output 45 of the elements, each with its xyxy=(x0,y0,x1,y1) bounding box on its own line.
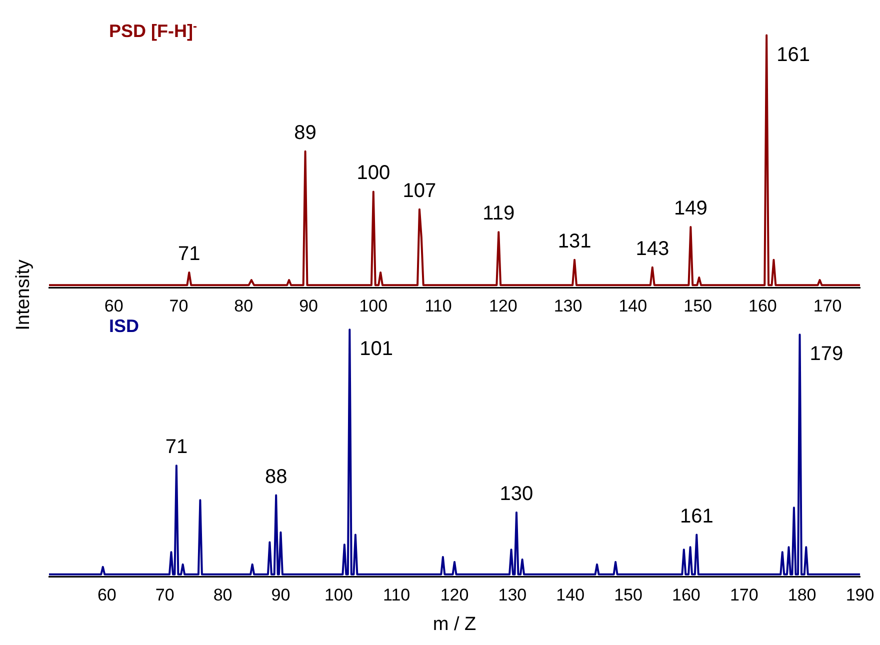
x-tick-label: 150 xyxy=(684,296,712,316)
text: PSD [F-H]- xyxy=(109,18,197,41)
x-tick-label: 70 xyxy=(155,586,174,605)
x-tick-label: 170 xyxy=(813,296,842,316)
x-tick-label: 90 xyxy=(299,296,318,316)
annotation: 71 xyxy=(165,436,188,458)
x-tick-label: 190 xyxy=(846,586,874,605)
x-tick-label: 140 xyxy=(618,296,648,316)
y-axis-title: Intensity xyxy=(13,260,35,330)
annotation: 107 xyxy=(402,180,436,202)
text: ISD xyxy=(109,316,140,336)
x-tick-label: 120 xyxy=(440,586,469,605)
x-tick-label: 110 xyxy=(424,296,452,316)
x-tick-label: 160 xyxy=(748,296,777,316)
annotation: 179 xyxy=(810,343,844,366)
x-tick-label: 160 xyxy=(672,586,700,605)
x-tick-label: 60 xyxy=(104,296,124,316)
annotation: 161 xyxy=(776,44,810,66)
x-tick-label: 140 xyxy=(556,586,585,605)
annotation: 71 xyxy=(178,242,200,265)
x-tick-label: 130 xyxy=(554,296,582,316)
annotation: 119 xyxy=(482,202,515,225)
x-tick-label: 110 xyxy=(383,586,410,605)
x-tick-label: 100 xyxy=(324,586,353,605)
annotation: 143 xyxy=(636,238,670,260)
x-tick-label: 80 xyxy=(213,586,232,605)
x-axis-title: m / Z xyxy=(432,614,477,635)
x-tick-label: 170 xyxy=(730,586,758,605)
annotation: 130 xyxy=(500,483,534,506)
annotation: 101 xyxy=(360,338,394,360)
x-tick-label: 70 xyxy=(169,296,188,316)
annotation: 161 xyxy=(680,505,714,528)
annotation: 131 xyxy=(558,230,592,252)
x-tick-label: 130 xyxy=(498,586,527,605)
annotation: 88 xyxy=(264,466,288,488)
annotation: 149 xyxy=(674,198,708,220)
annotation: 100 xyxy=(356,162,390,184)
x-tick-label: 150 xyxy=(614,586,642,605)
x-tick-label: 180 xyxy=(788,586,816,605)
x-tick-label: 80 xyxy=(234,296,254,316)
annotation: 89 xyxy=(294,122,316,144)
x-tick-label: 100 xyxy=(359,296,388,316)
x-tick-label: 120 xyxy=(488,296,518,316)
x-tick-label: 90 xyxy=(271,586,290,605)
x-tick-label: 60 xyxy=(97,586,116,605)
